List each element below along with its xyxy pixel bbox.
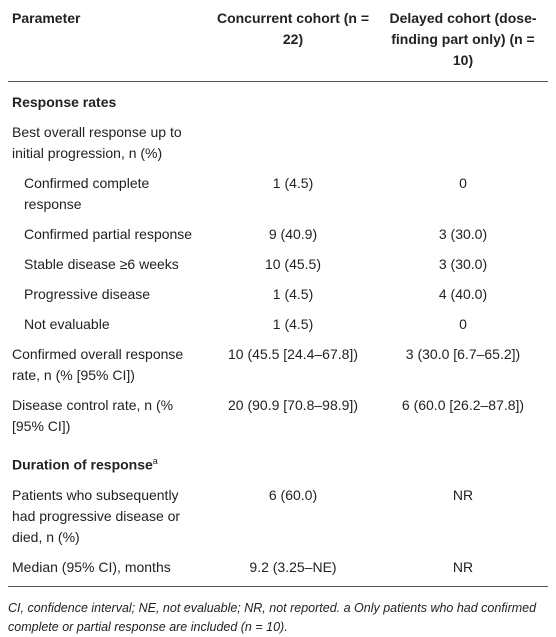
table-cell: 3 (30.0) (438, 226, 488, 242)
table-cell: 9 (40.9) (268, 226, 318, 242)
table-cell: 9.2 (3.25–NE) (208, 551, 378, 587)
table-cell (378, 117, 548, 168)
table-cell: Confirmed overall response rate, n (% [9… (12, 346, 184, 383)
table-cell: 0 (459, 175, 467, 191)
table-cell: 20 (90.9 [70.8–98.9]) (228, 397, 358, 413)
table-row: Stable disease ≥6 weeks 10 (45.5) 3 (30.0) (8, 249, 548, 279)
table-cell: 6 (60.0) (268, 486, 318, 503)
table-cell: Confirmed complete response (24, 175, 150, 212)
table-cell: NR (378, 551, 548, 587)
footnote: CI, confidence interval; NE, not evaluab… (8, 600, 537, 634)
table-cell: 4 (40.0) (438, 286, 488, 302)
header-cell: Parameter (8, 0, 208, 82)
section-cell: Duration of responsea (8, 441, 548, 480)
table-cell: Patients who subsequently had progressiv… (12, 486, 181, 545)
table-row: Patients who subsequently had progressiv… (8, 480, 548, 552)
table-row: Best overall response up to initial prog… (8, 117, 548, 168)
results-table: Parameter Concurrent cohort (n = 22) Delay… (8, 0, 548, 587)
table-row: Response rates (8, 82, 548, 118)
table-cell: Progressive disease (24, 286, 151, 302)
header-cell: Concurrent cohort (n = 22) (208, 0, 378, 82)
table-row: Median (95% CI), months 9.2 (3.25–NE) NR (8, 551, 548, 587)
table-cell: 10 (45.5 [24.4–67.8]) (228, 346, 358, 362)
table-cell: Best overall response up to initial prog… (12, 124, 182, 161)
table-body: Response rates Best overall response up t… (8, 82, 548, 587)
table-cell: 3 (30.0 [6.7–65.2]) (405, 346, 521, 362)
table-cell: Not evaluable (24, 316, 110, 332)
section-title: Response rates (12, 94, 117, 110)
table-row: Confirmed partial response 9 (40.9) 3 (30.… (8, 219, 548, 249)
table-cell: 1 (4.5) (272, 286, 314, 302)
table-row: Confirmed overall response rate, n (% [9… (8, 339, 548, 390)
section-title: Duration of response (12, 456, 153, 473)
table-cell: 10 (45.5) (264, 256, 322, 272)
table-row: Duration of responsea (8, 441, 548, 480)
table-cell: Median (95% CI), months (8, 551, 208, 587)
table-cell: 3 (30.0) (438, 256, 488, 272)
table-cell: Confirmed partial response (24, 226, 193, 242)
table-cell: 6 (60.0 [26.2–87.8]) (401, 397, 525, 413)
header-row: Parameter Concurrent cohort (n = 22) Delay… (8, 0, 548, 82)
section-cell: Response rates (8, 82, 548, 118)
table-cell: 1 (4.5) (272, 175, 314, 191)
table-cell: 0 (459, 316, 467, 332)
table-cell: Disease control rate, n (% [95% CI]) (12, 397, 174, 434)
table-cell: NR (452, 486, 474, 503)
table-cell: Stable disease ≥6 weeks (24, 256, 179, 272)
table-row: Not evaluable 1 (4.5) 0 (8, 309, 548, 339)
header-cell: Delayed cohort (dose-finding part only) … (378, 0, 548, 82)
footnote-marker: a (152, 456, 158, 466)
table-cell: 1 (4.5) (272, 316, 314, 332)
table-row: Progressive disease 1 (4.5) 4 (40.0) (8, 279, 548, 309)
table-row: Confirmed complete response 1 (4.5) 0 (8, 168, 548, 219)
table-cell (208, 117, 378, 168)
table-row: Disease control rate, n (% [95% CI]) 20 (… (8, 390, 548, 441)
